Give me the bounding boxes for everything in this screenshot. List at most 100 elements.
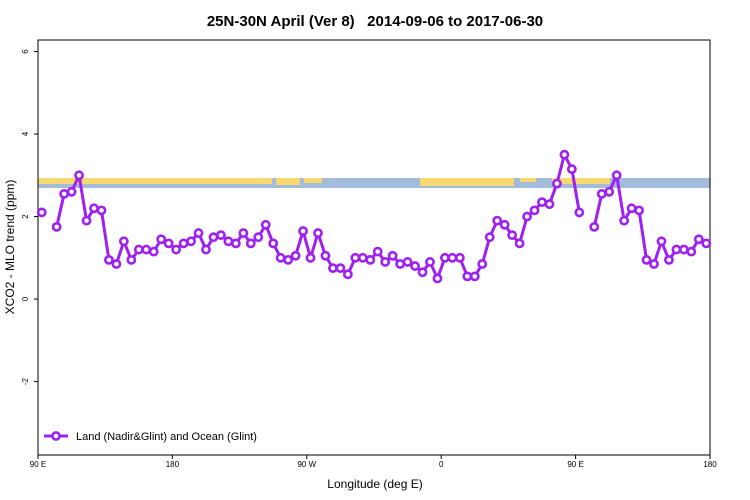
data-point [126, 254, 137, 265]
data-point [275, 252, 286, 263]
data-point [484, 232, 495, 243]
data-point [268, 238, 279, 249]
data-point [141, 244, 152, 255]
data-point [133, 244, 144, 255]
data-point [253, 232, 264, 243]
data-point [544, 199, 555, 210]
legend-marker [51, 431, 61, 441]
data-point [656, 236, 667, 247]
data-point [477, 259, 488, 269]
data-point [469, 271, 480, 282]
data-point [178, 238, 189, 249]
data-point [238, 228, 249, 238]
data-point [89, 203, 99, 214]
data-point [36, 207, 47, 218]
y-tick-label: 0 [21, 296, 30, 301]
data-point [440, 252, 450, 263]
y-tick-label: 4 [21, 131, 30, 136]
data-point [96, 205, 107, 216]
data-point [328, 263, 338, 274]
data-point [462, 271, 473, 282]
data-point [671, 244, 682, 255]
x-tick-label: 90 W [297, 460, 316, 469]
y-tick-label: 6 [21, 49, 30, 54]
data-point [305, 252, 316, 263]
y-axis-label: XCO2 - MLO trend (ppm) [3, 180, 17, 315]
data-point [59, 188, 70, 199]
data-point [701, 238, 712, 249]
data-point [111, 259, 122, 269]
plot-frame [37, 39, 711, 456]
x-tick-label: 90 E [30, 460, 46, 469]
data-point [320, 250, 331, 261]
data-point [208, 232, 219, 243]
data-point [559, 149, 570, 160]
data-point [611, 170, 622, 181]
data-point [693, 234, 704, 245]
data-point [156, 234, 167, 245]
data-point [552, 178, 562, 189]
data-point [350, 252, 361, 263]
data-point [66, 186, 77, 197]
data-point [380, 257, 391, 267]
data-point [298, 226, 308, 236]
data-point [372, 246, 383, 257]
data-point [649, 259, 659, 269]
data-point [148, 246, 159, 257]
data-point [425, 257, 435, 267]
data-point [342, 269, 353, 280]
data-point [290, 250, 301, 261]
data-point [74, 170, 84, 181]
data-point [589, 221, 600, 232]
data-point [216, 230, 226, 241]
data-point [193, 228, 204, 238]
x-axis-label: Longitude (deg E) [327, 477, 422, 491]
data-point [514, 238, 525, 249]
data-point [186, 236, 196, 247]
data-point [387, 250, 398, 261]
data-point [686, 246, 697, 257]
data-point [365, 254, 376, 265]
x-tick-label: 180 [166, 460, 180, 469]
data-point [447, 252, 458, 263]
data-point [507, 230, 518, 241]
x-tick-label: 180 [703, 460, 717, 469]
data-point [537, 197, 547, 208]
data-point [634, 205, 644, 216]
data-point [499, 219, 510, 230]
data-point [81, 215, 92, 226]
data-point [313, 228, 323, 238]
data-point [454, 252, 465, 263]
chart-title: 25N-30N April (Ver 8) 2014-09-06 to 2017… [207, 13, 543, 30]
data-point [260, 219, 271, 230]
data-point [402, 257, 413, 267]
data-point [596, 188, 607, 199]
data-point [357, 252, 368, 263]
data-point [395, 259, 406, 269]
data-point [230, 238, 241, 249]
data-point [283, 254, 294, 265]
data-point [529, 205, 540, 216]
data-point [492, 215, 503, 226]
data-point [410, 261, 420, 271]
data-point [335, 263, 346, 274]
x-tick-label: 90 E [567, 460, 583, 469]
data-point [163, 238, 174, 249]
data-point [522, 211, 532, 222]
data-point [417, 267, 428, 278]
data-point [566, 164, 577, 175]
data-point [171, 244, 182, 255]
data-point [604, 186, 615, 197]
data-point [678, 244, 689, 255]
y-tick-label: 2 [21, 214, 30, 219]
data-point [223, 236, 234, 247]
data-point [664, 254, 674, 265]
y-tick-label: -2 [21, 377, 30, 385]
data-point [641, 254, 652, 265]
data-point [104, 254, 114, 265]
data-point [626, 203, 637, 214]
data-point [432, 273, 443, 284]
data-point [245, 238, 256, 249]
data-point [51, 221, 62, 232]
